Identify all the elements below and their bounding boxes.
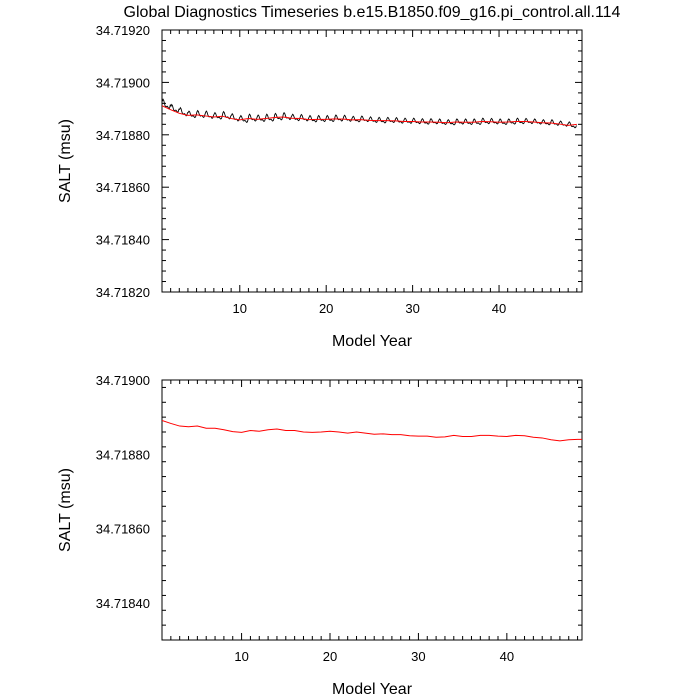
x-tick-label: 40 xyxy=(500,649,514,664)
x-tick-label: 40 xyxy=(492,301,506,316)
y-tick-label: 34.71900 xyxy=(96,373,150,388)
x-tick-label: 20 xyxy=(323,649,337,664)
chart-title: Global Diagnostics Timeseries b.e15.B185… xyxy=(124,4,621,21)
y-tick-label: 34.71840 xyxy=(96,233,150,248)
plot-frame xyxy=(161,379,583,641)
x-tick-label: 10 xyxy=(233,301,247,316)
y-axis-label: SALT (msu) xyxy=(57,468,74,552)
y-tick-label: 34.71880 xyxy=(96,447,150,462)
plot-frame xyxy=(161,29,583,293)
x-axis-label: Model Year xyxy=(332,681,413,698)
y-tick-label: 34.71900 xyxy=(96,75,150,90)
monthly-salt-line xyxy=(162,98,577,129)
y-tick-label: 34.71820 xyxy=(96,285,150,300)
x-tick-label: 10 xyxy=(234,649,248,664)
bottom-annual-mean-panel: 10 20 30 40 34.71840 34.71860 34.71880 34.71900… xyxy=(57,373,583,698)
x-axis-label: Model Year xyxy=(332,333,413,350)
annual-mean-salt-line xyxy=(162,105,577,126)
y-tick-label: 34.71840 xyxy=(96,596,150,611)
x-tick-label: 30 xyxy=(405,301,419,316)
y-tick-label: 34.71860 xyxy=(96,522,150,537)
y-tick-label: 34.71860 xyxy=(96,180,150,195)
y-tick-label: 34.71920 xyxy=(96,23,150,38)
annual-mean-salt-line xyxy=(162,420,582,442)
y-axis-label: SALT (msu) xyxy=(57,119,74,203)
x-tick-label: 30 xyxy=(411,649,425,664)
top-timeseries-panel: 10 20 30 40 34.71820 34.71840 34.71860 34.71880… xyxy=(57,23,583,350)
y-tick-label: 34.71880 xyxy=(96,128,150,143)
x-tick-label: 20 xyxy=(319,301,333,316)
